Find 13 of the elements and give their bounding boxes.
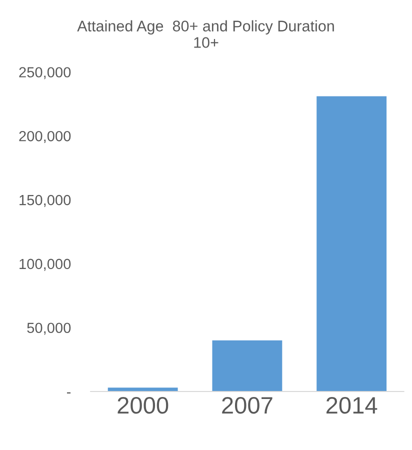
bar — [212, 340, 282, 392]
y-tick-label: 50,000 — [27, 322, 71, 335]
y-tick-label: 250,000 — [19, 67, 71, 80]
bar — [316, 96, 387, 392]
bar — [108, 388, 178, 392]
x-tick-label: 2000 — [118, 396, 168, 414]
y-tick-label: 100,000 — [20, 258, 71, 271]
y-tick-label: 200,000 — [19, 131, 71, 144]
x-tick-label: 2014 — [326, 396, 378, 414]
y-tick-label: - — [66, 392, 71, 394]
x-tick-label: 2007 — [222, 396, 272, 414]
y-tick-label: 150,000 — [20, 194, 71, 207]
chart-title: Attained Age 80+ and Policy Duration 10+ — [77, 20, 334, 48]
